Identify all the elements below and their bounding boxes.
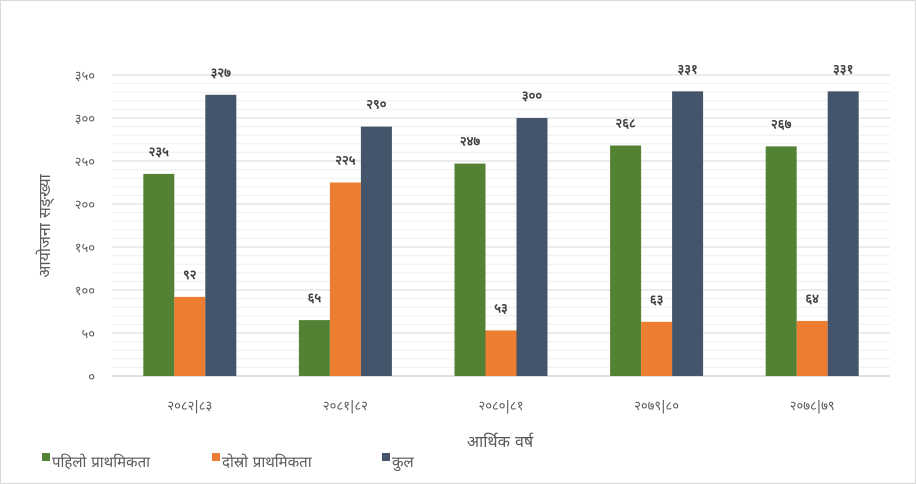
bar <box>329 182 361 376</box>
data-label: ३२७ <box>211 66 232 81</box>
data-label: ६३ <box>650 293 664 308</box>
data-label: २३५ <box>149 145 170 160</box>
data-label: २४७ <box>460 135 481 150</box>
bar <box>516 118 548 376</box>
bar <box>485 330 517 376</box>
x-tick-label: २०८१|८२ <box>323 399 368 414</box>
legend-swatch <box>42 453 50 461</box>
bar <box>641 321 673 376</box>
bar <box>672 91 704 376</box>
data-label: ९२ <box>183 268 197 283</box>
x-tick-label: २०७९|८० <box>634 399 679 414</box>
y-tick-label: २५० <box>75 155 95 170</box>
y-tick-label: १०० <box>75 284 95 299</box>
data-label: २६७ <box>771 117 792 132</box>
legend-label: कुल <box>392 453 415 472</box>
x-axis-title: आर्थिक वर्ष <box>467 432 534 451</box>
bar <box>360 126 392 376</box>
x-tick-label: २०७८|७९ <box>790 399 835 414</box>
y-axis-title: आयोजना सङ्ख्या <box>35 173 55 277</box>
data-label: २२५ <box>335 154 356 169</box>
data-label: २६८ <box>615 117 636 132</box>
bar <box>796 320 828 376</box>
data-label: ३०० <box>522 89 543 104</box>
data-label: २९० <box>366 98 387 113</box>
data-label: ६४ <box>805 292 819 307</box>
bar <box>174 296 206 376</box>
bar <box>765 146 797 376</box>
y-tick-label: ३५० <box>75 69 95 84</box>
legend-label: दोस्रो प्राथमिकता <box>222 453 313 471</box>
bar <box>298 320 330 376</box>
data-label: ५३ <box>494 301 508 316</box>
y-tick-label: २०० <box>75 198 95 213</box>
y-tick-label: १५० <box>75 241 95 256</box>
legend-swatch <box>382 453 390 461</box>
data-label: ३३१ <box>677 62 697 77</box>
y-tick-label: ३०० <box>75 112 95 127</box>
x-tick-label: २०८२|८३ <box>167 399 212 414</box>
legend-label: पहिलो प्राथमिकता <box>52 453 151 471</box>
bar <box>827 91 859 376</box>
y-tick-label: ५० <box>81 327 95 342</box>
legend-swatch <box>212 453 220 461</box>
bar <box>454 163 486 376</box>
bar <box>143 173 175 376</box>
x-tick-label: २०८०|८१ <box>479 399 524 414</box>
bar <box>610 145 642 376</box>
data-label: ६५ <box>308 291 322 306</box>
y-tick-label: ० <box>88 370 95 385</box>
data-label: ३३१ <box>833 62 853 77</box>
bar <box>205 94 237 376</box>
